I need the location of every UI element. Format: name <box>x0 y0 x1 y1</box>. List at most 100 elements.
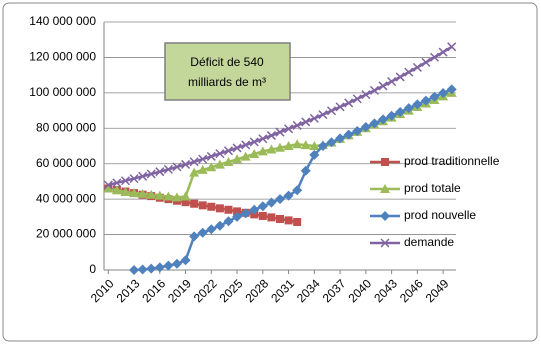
data-point <box>266 131 276 141</box>
data-point <box>284 216 293 225</box>
data-point <box>215 149 225 159</box>
data-point <box>257 201 268 212</box>
data-point <box>395 72 405 82</box>
data-point <box>421 57 431 67</box>
data-point <box>309 141 320 150</box>
legend-label: prod traditionnelle <box>404 154 500 168</box>
data-point <box>249 137 259 147</box>
data-point <box>258 134 268 144</box>
data-point <box>146 169 156 179</box>
data-point <box>197 227 208 238</box>
data-point <box>352 94 362 104</box>
data-point <box>360 122 371 133</box>
data-point <box>120 187 131 197</box>
data-point <box>438 88 449 99</box>
data-point <box>293 217 302 226</box>
y-tick-label: 100 000 000 <box>29 85 96 99</box>
data-point <box>317 141 328 151</box>
data-point <box>111 185 122 195</box>
data-point <box>180 191 191 201</box>
data-point <box>344 98 354 108</box>
y-tick-label: 120 000 000 <box>29 50 96 64</box>
data-point <box>369 85 379 95</box>
data-point <box>163 191 174 201</box>
y-tick-label: 0 <box>89 262 96 276</box>
data-point <box>240 208 251 219</box>
data-point <box>232 154 243 164</box>
data-point <box>361 90 371 100</box>
data-point <box>232 143 242 153</box>
data-point <box>369 118 380 129</box>
legend-marker <box>380 184 390 193</box>
y-tick-label: 40 000 000 <box>36 191 96 205</box>
data-point <box>181 159 191 169</box>
data-point <box>137 188 148 198</box>
data-point <box>318 110 328 120</box>
data-point <box>301 117 311 127</box>
data-point <box>171 192 182 202</box>
data-point <box>403 103 414 114</box>
data-point <box>172 162 182 172</box>
data-point <box>233 207 242 216</box>
legend-label: demande <box>404 235 454 249</box>
data-point <box>276 214 284 223</box>
data-point <box>112 178 122 188</box>
data-point <box>335 133 346 144</box>
data-point <box>378 114 389 125</box>
data-point <box>223 146 234 156</box>
data-point <box>257 146 268 156</box>
y-tick-label: 140 000 000 <box>29 14 96 28</box>
data-point <box>275 142 285 152</box>
data-point <box>241 140 251 150</box>
data-point <box>189 167 200 177</box>
data-point <box>326 137 337 148</box>
annotation-text: Déficit de 540 <box>190 55 264 69</box>
data-point <box>258 211 267 220</box>
y-tick-label: 60 000 000 <box>36 156 96 170</box>
data-point <box>395 106 406 117</box>
data-point <box>284 124 294 134</box>
data-point <box>267 213 276 222</box>
data-point <box>292 120 302 130</box>
data-point <box>283 141 294 150</box>
data-point <box>154 190 165 200</box>
data-point <box>326 106 337 116</box>
legend-marker <box>380 238 390 248</box>
data-point <box>206 224 217 235</box>
data-point <box>300 140 311 150</box>
data-point <box>300 165 311 176</box>
plot-area: 0 20 000 000 40 000 000 60 000 000 80 000 00… <box>29 14 457 305</box>
data-point <box>446 84 457 95</box>
data-point <box>155 167 165 177</box>
data-point <box>198 201 207 210</box>
data-point <box>181 198 190 207</box>
data-point <box>214 220 225 231</box>
data-point <box>171 258 182 269</box>
data-point <box>429 91 440 102</box>
data-point <box>215 204 224 213</box>
data-point <box>412 99 423 110</box>
data-point <box>146 189 157 199</box>
data-point <box>163 260 174 271</box>
data-point <box>146 263 157 274</box>
data-point <box>207 202 216 211</box>
data-point <box>129 187 140 197</box>
data-point <box>190 199 199 208</box>
data-point <box>309 113 319 123</box>
data-point <box>120 176 130 186</box>
data-point <box>223 216 234 227</box>
data-point <box>223 156 234 166</box>
data-point <box>240 151 251 161</box>
data-point <box>189 231 200 242</box>
data-point <box>309 149 320 160</box>
data-point <box>206 151 216 161</box>
data-point <box>103 183 114 193</box>
y-tick-label: 80 000 000 <box>36 120 96 134</box>
data-point <box>232 211 243 222</box>
data-point <box>420 95 431 106</box>
data-point <box>197 164 208 174</box>
data-point <box>137 264 148 275</box>
data-point <box>138 171 148 181</box>
